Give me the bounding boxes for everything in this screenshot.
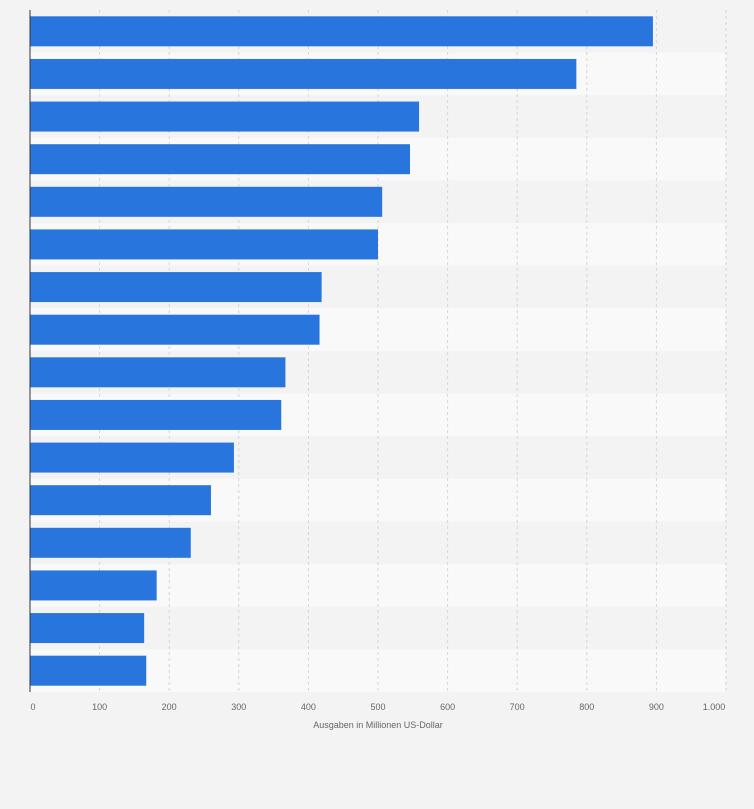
bar[interactable] (30, 399, 282, 430)
x-tick-label: 0 (30, 702, 35, 712)
bar[interactable] (30, 186, 383, 217)
bar[interactable] (30, 570, 157, 601)
x-tick-label: 700 (510, 702, 525, 712)
x-tick-label: 200 (162, 702, 177, 712)
x-tick-label: 500 (370, 702, 385, 712)
bar[interactable] (30, 357, 286, 388)
bar[interactable] (30, 101, 420, 132)
bar[interactable] (30, 16, 653, 47)
bar[interactable] (30, 144, 411, 175)
bar[interactable] (30, 527, 191, 558)
bar[interactable] (30, 229, 378, 260)
x-tick-label: 400 (301, 702, 316, 712)
bars (30, 16, 653, 686)
bar[interactable] (30, 613, 145, 644)
x-tick-label: 300 (231, 702, 246, 712)
bar[interactable] (30, 58, 577, 89)
x-tick-label: 800 (579, 702, 594, 712)
bar[interactable] (30, 314, 320, 345)
x-axis-label: Ausgaben in Millionen US-Dollar (313, 720, 443, 730)
bar[interactable] (30, 442, 234, 473)
bar[interactable] (30, 272, 322, 303)
x-tick-label: 100 (92, 702, 107, 712)
x-tick-label: 1.000 (703, 702, 726, 712)
bar[interactable] (30, 655, 147, 686)
x-tick-label: 600 (440, 702, 455, 712)
x-axis-ticks: 0 100 200 300 400 500 600 700 800 900 1.000 (30, 702, 725, 712)
bar[interactable] (30, 485, 211, 516)
x-tick-label: 900 (649, 702, 664, 712)
